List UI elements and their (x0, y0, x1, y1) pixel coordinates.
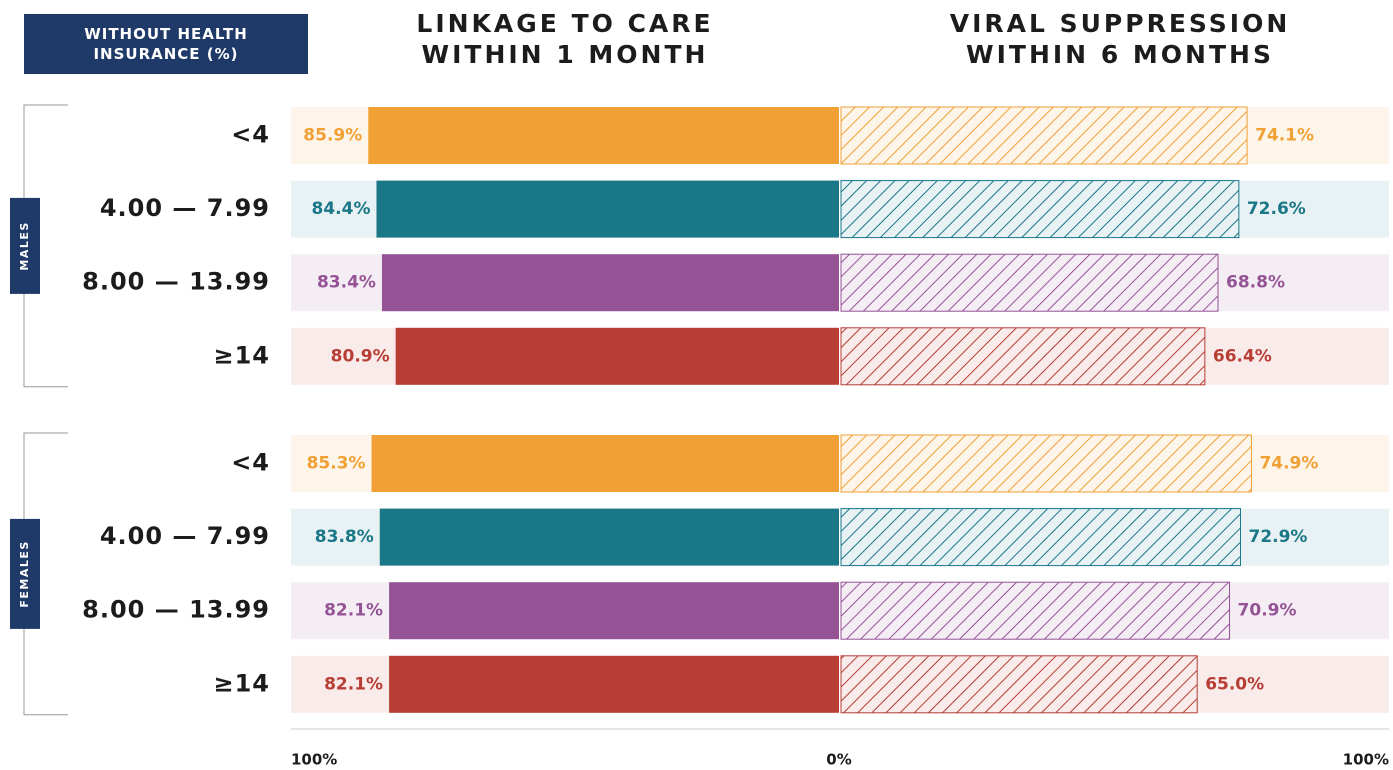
value-label: 82.1% (324, 601, 383, 621)
value-label: 74.1% (1255, 126, 1314, 146)
series-title: LINKAGE TO CARE WITHIN 1 MONTH (416, 9, 714, 69)
bar (840, 581, 1231, 640)
value-label: 74.9% (1259, 454, 1318, 474)
category-label: 8.00 — 13.99 (82, 268, 270, 296)
bar (381, 254, 839, 312)
value-label: 70.9% (1238, 601, 1297, 621)
series-title: VIRAL SUPPRESSION WITHIN 6 MONTHS (949, 9, 1291, 69)
group-label: FEMALES (18, 540, 31, 607)
bar (395, 327, 839, 385)
bar (368, 107, 839, 164)
value-label: 65.0% (1205, 674, 1264, 694)
group-tab (10, 197, 40, 294)
group-tab (10, 518, 40, 629)
bar (840, 434, 1252, 493)
chart-title: WITHOUT HEALTH INSURANCE (%) (24, 14, 308, 74)
bar (840, 106, 1248, 165)
x-tick-label: 100% (291, 751, 337, 769)
category-label: 8.00 — 13.99 (82, 596, 270, 624)
value-label: 66.4% (1213, 346, 1272, 366)
bar (840, 508, 1241, 567)
bar (840, 655, 1198, 714)
x-tick-label: 0% (826, 751, 851, 769)
value-label: 82.1% (324, 674, 383, 694)
value-label: 68.8% (1226, 273, 1285, 293)
category-label: ≥14 (213, 341, 270, 369)
bar (389, 655, 839, 713)
category-label: 4.00 — 7.99 (100, 522, 270, 550)
bar (371, 435, 839, 492)
x-tick-label: 100% (1343, 751, 1389, 769)
value-label: 83.8% (315, 527, 374, 547)
bar (389, 582, 839, 640)
category-label: <4 (231, 121, 270, 149)
bar (376, 180, 839, 238)
value-label: 72.6% (1247, 199, 1306, 219)
value-label: 83.4% (317, 273, 376, 293)
bar (840, 180, 1240, 239)
group-label: MALES (18, 221, 31, 270)
bar (840, 253, 1219, 312)
value-label: 85.9% (303, 126, 362, 146)
category-label: 4.00 — 7.99 (100, 194, 270, 222)
category-label: <4 (231, 449, 270, 477)
value-label: 80.9% (331, 346, 390, 366)
value-label: 72.9% (1248, 527, 1307, 547)
bar (379, 508, 839, 566)
value-label: 84.4% (312, 199, 371, 219)
bar (840, 327, 1206, 386)
category-label: ≥14 (213, 669, 270, 697)
value-label: 85.3% (307, 454, 366, 474)
